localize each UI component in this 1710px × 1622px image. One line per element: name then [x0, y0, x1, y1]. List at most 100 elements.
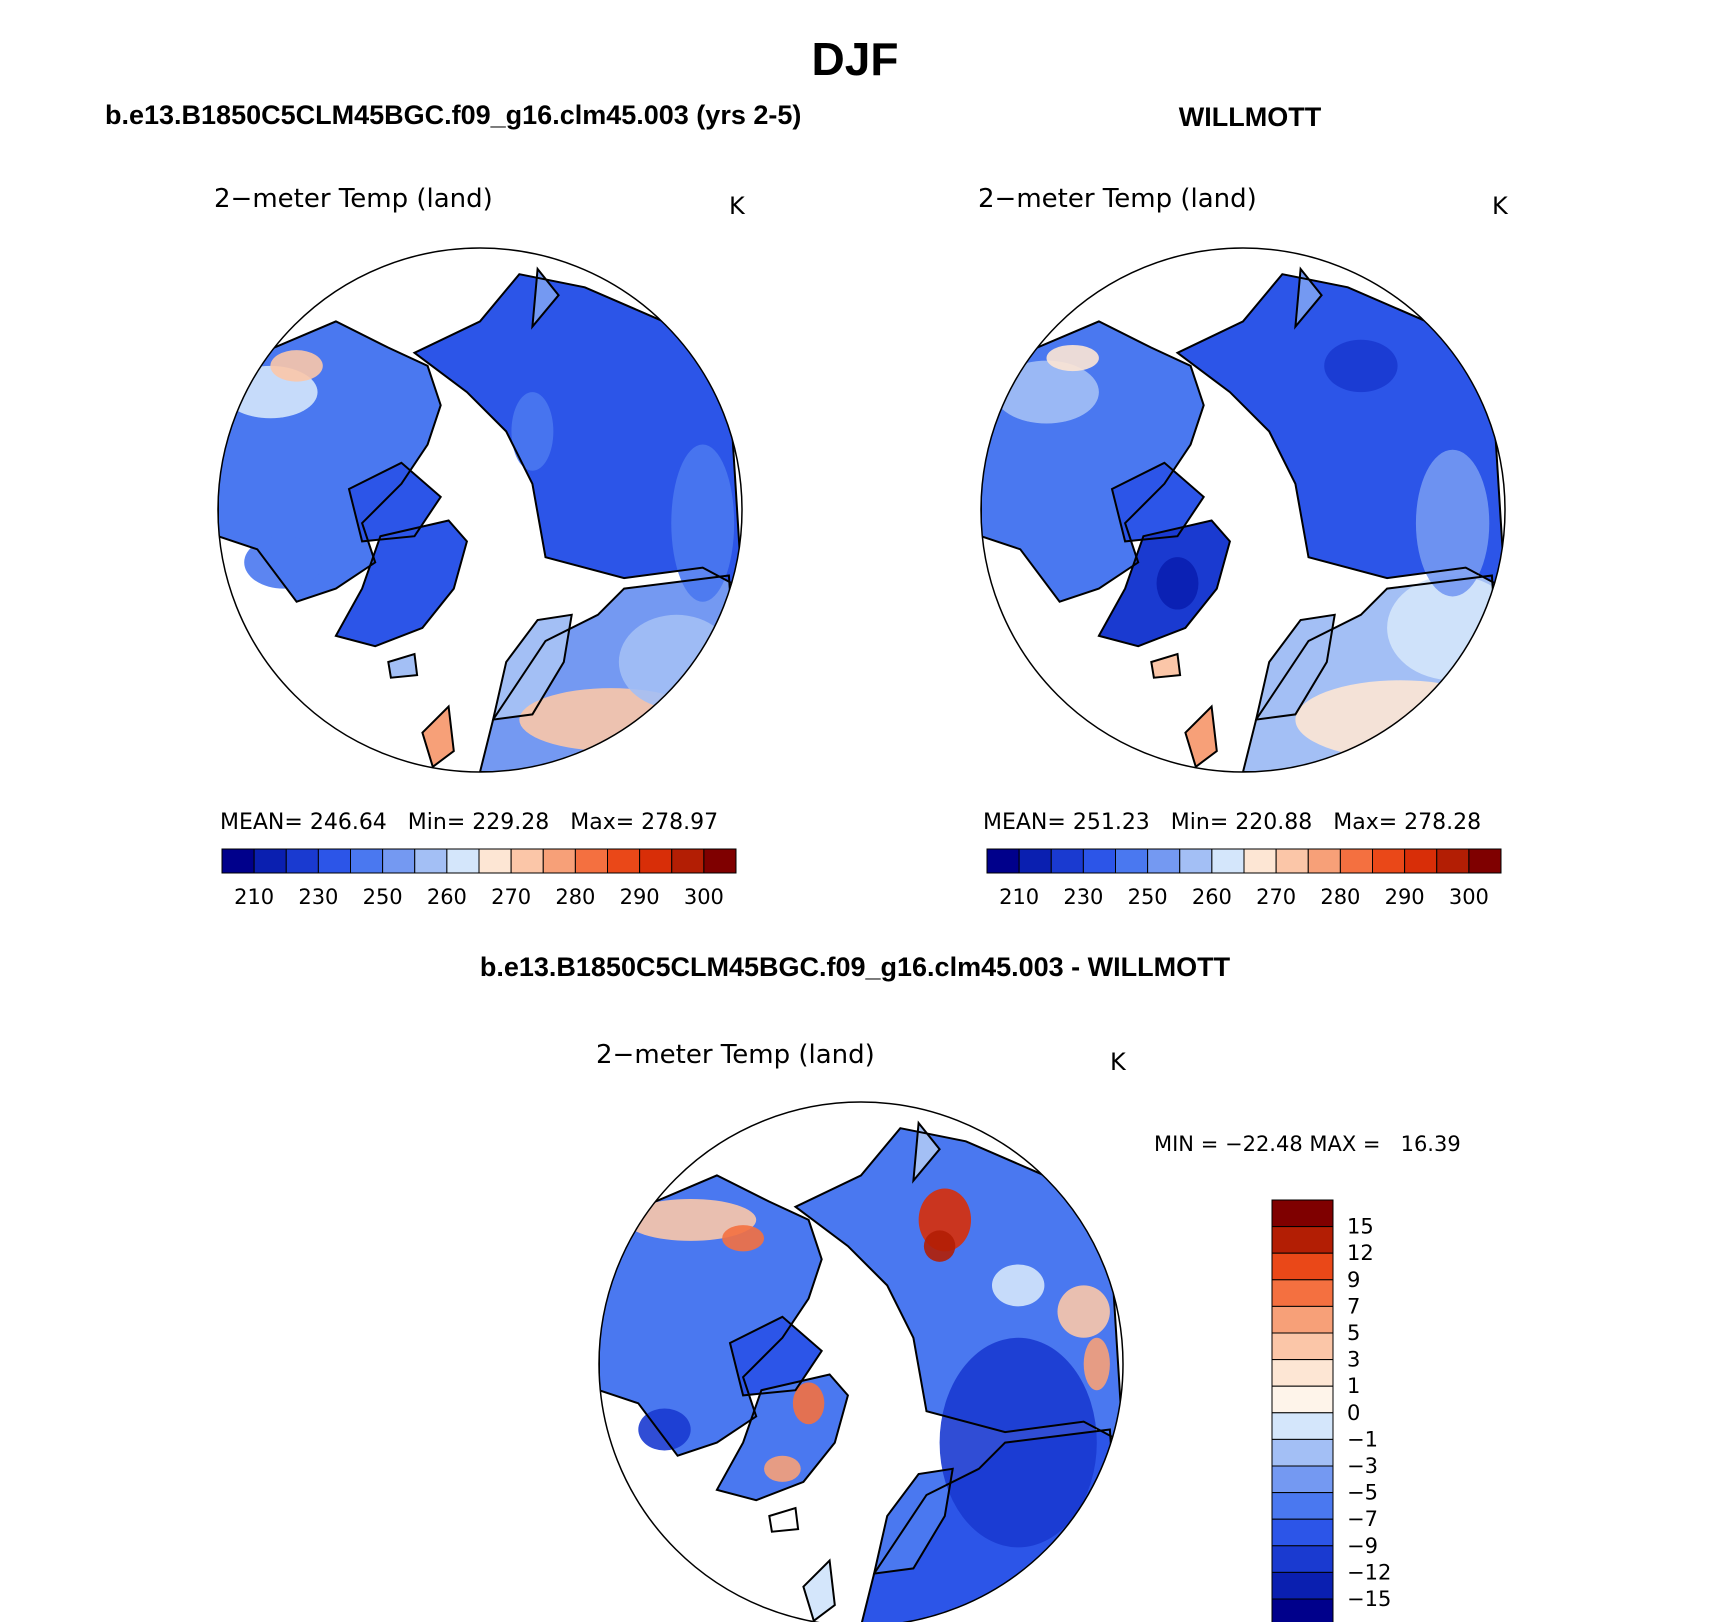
panel3-max-value: 16.39 — [1400, 1132, 1461, 1156]
panel3-land-kam — [913, 1123, 940, 1181]
panel1-units: K — [729, 192, 745, 220]
panel2-map — [981, 248, 1505, 772]
panel1-max-value: 278.97 — [641, 810, 719, 835]
panel2-colorbar-swatch — [1082, 848, 1116, 874]
panel2-field-patch — [1324, 339, 1398, 393]
panel1-coastline-kam — [531, 266, 560, 330]
panel1-colorbar-tick-label: 270 — [491, 885, 531, 909]
panel3-coastline-uk — [802, 1558, 836, 1622]
panel3-field-patch — [722, 1225, 765, 1252]
panel2-coastline-ice — [1150, 652, 1182, 679]
panel1-colorbar-swatch — [221, 848, 255, 874]
panel2-land-kam — [1295, 269, 1322, 327]
panel3-colorbar-tick-label: −5 — [1347, 1481, 1378, 1505]
panel1-field-patch — [671, 444, 735, 602]
panel1-colorbar-swatch — [446, 848, 480, 874]
panel1-coastline-green — [334, 519, 469, 648]
panel2-colorbar-tick-label: 270 — [1256, 885, 1296, 909]
panel2-colorbar-tick-label: 300 — [1449, 885, 1489, 909]
panel2-min-value: 220.88 — [1235, 810, 1313, 835]
right-panel-header: WILLMOTT — [1178, 102, 1322, 132]
panel3-colorbar-swatch — [1271, 1305, 1334, 1334]
panel2-colorbar-tick-label: 280 — [1320, 885, 1360, 909]
panel3-field-patch — [1083, 1337, 1110, 1391]
panel2-land-scand — [1256, 614, 1335, 720]
panel2-colorbar-swatch — [1211, 848, 1245, 874]
panel2-field-patch — [1156, 557, 1199, 610]
panel1-min-label: Min= — [407, 810, 466, 835]
panel1-colorbar-swatch — [510, 848, 544, 874]
panel3-colorbar-swatch — [1271, 1279, 1334, 1307]
panel1-colorbar-tick-label: 230 — [298, 885, 338, 909]
panel1-field-patch — [519, 688, 703, 752]
panel3-colorbar-swatch — [1271, 1518, 1334, 1547]
panel1-colorbar-tick-label: 290 — [620, 885, 660, 909]
panel3-colorbar-tick-label: −15 — [1347, 1587, 1391, 1611]
panel1-colorbar-tick-label: 280 — [555, 885, 595, 909]
panel3-colorbar-tick-label: 1 — [1347, 1374, 1360, 1398]
panel3-max-label: MAX = — [1309, 1132, 1381, 1156]
panel3-field-patch — [792, 1382, 825, 1425]
panel3-colorbar-swatch — [1271, 1571, 1334, 1600]
panel3-colorbar-swatch — [1271, 1412, 1334, 1440]
panel3-colorbar-tick-label: 12 — [1347, 1241, 1374, 1265]
page-title: DJF — [811, 33, 899, 85]
panel1-land-kam — [532, 269, 559, 327]
panel2-colorbar-swatch — [1018, 848, 1052, 874]
panel1-coastline-arch — [347, 461, 443, 543]
panel1-variable-title: 2−meter Temp (land) — [214, 184, 493, 214]
panel2-colorbar-swatch — [1404, 848, 1438, 874]
panel2-colorbar-tick-label: 230 — [1063, 885, 1103, 909]
panel2-colorbar-swatch — [1436, 848, 1470, 874]
panel2-coastline-na — [981, 320, 1205, 603]
panel3-colorbar-tick-label: 9 — [1347, 1268, 1360, 1292]
panel3-coastline-eur — [859, 1428, 1123, 1622]
panel2-colorbar-swatch — [1339, 848, 1373, 874]
panel3-colorbar-swatch — [1271, 1199, 1334, 1228]
panel3-colorbar-swatch — [1271, 1385, 1334, 1414]
panel1-field-patch — [270, 350, 323, 382]
panel3-colorbar-tick-label: 0 — [1347, 1401, 1360, 1425]
panel3-colorbar-tick-label: 5 — [1347, 1321, 1360, 1345]
panel3-colorbar-swatch — [1271, 1359, 1334, 1387]
panel1-coastline-scand — [491, 613, 573, 721]
panel3-colorbar-tick-label: 15 — [1347, 1215, 1374, 1239]
panel2-mean-value: 251.23 — [1072, 810, 1150, 835]
panel2-field-patch — [994, 360, 1099, 424]
panel3-colorbar-swatch — [1271, 1598, 1334, 1622]
panel1-colorbar-tick-label: 260 — [427, 885, 467, 909]
panel1-colorbar-swatch — [382, 848, 416, 874]
diff-panel-header: b.e13.B1850C5CLM45BGC.f09_g16.clm45.003 … — [479, 952, 1231, 982]
panel2-colorbar-swatch — [1179, 848, 1213, 874]
panel1-field-patch — [618, 614, 735, 710]
panel3-coastline-asia — [793, 1127, 1123, 1445]
panel2-colorbar-swatch — [986, 848, 1020, 874]
panel1-stats: MEAN= 246.64 Min= 229.28 Max= 278.97 — [220, 810, 718, 835]
panel1-colorbar-swatch — [350, 848, 384, 874]
panel3-colorbar-swatch — [1271, 1492, 1334, 1520]
panel1-field-patch — [244, 536, 323, 589]
panel1-coastline-ice — [387, 652, 419, 679]
panel3-stats: MIN = −22.48 MAX = 16.39 — [1154, 1132, 1461, 1156]
panel3-colorbar-tick-label: 7 — [1347, 1294, 1360, 1318]
panel1-colorbar-tick-label: 250 — [363, 885, 403, 909]
panel3-coastline-na — [599, 1174, 823, 1457]
panel2-variable-title: 2−meter Temp (land) — [978, 184, 1257, 214]
panel1-map — [218, 248, 742, 772]
panel2-colorbar-swatch — [1243, 848, 1277, 874]
panel2-max-label: Max= — [1333, 810, 1398, 835]
panel1-max-label: Max= — [570, 810, 635, 835]
panel1-colorbar-swatch — [414, 848, 448, 874]
panel1-colorbar-tick-label: 210 — [234, 885, 274, 909]
panel3-units: K — [1110, 1048, 1126, 1076]
panel2-colorbar-swatch — [1307, 848, 1341, 874]
panel3-field-patch — [625, 1198, 757, 1241]
panel2-mean-label: MEAN= — [983, 810, 1066, 835]
panel1-colorbar-swatch — [478, 848, 512, 874]
panel2-land-arch — [1112, 462, 1204, 542]
panel1-mean-label: MEAN= — [220, 810, 303, 835]
panel2-coastline-arch — [1110, 461, 1206, 543]
panel2-field-patch — [1415, 449, 1490, 597]
panel3-colorbar-swatch — [1271, 1465, 1334, 1494]
